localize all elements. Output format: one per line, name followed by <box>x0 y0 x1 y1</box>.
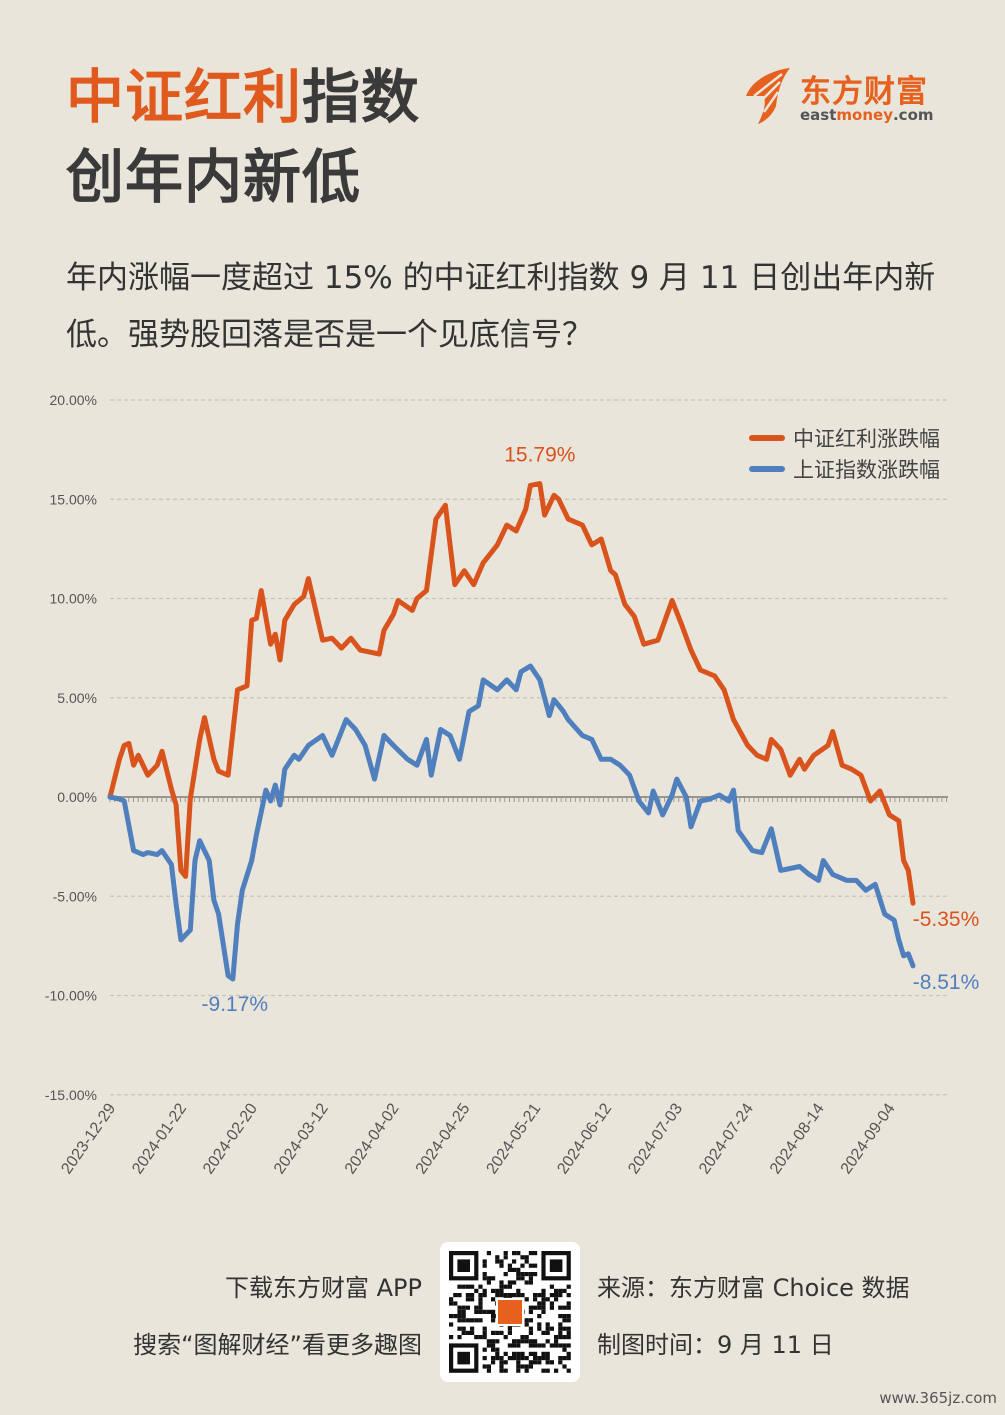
x-tick-label: 2024-07-03 <box>625 1100 686 1177</box>
y-tick-label: 0.00% <box>57 789 97 805</box>
x-tick-label: 2024-01-22 <box>129 1100 190 1177</box>
x-tick-label: 2024-06-12 <box>554 1100 615 1177</box>
title-highlight: 中证红利 <box>66 63 303 131</box>
x-tick-label: 2024-04-02 <box>342 1100 403 1177</box>
x-tick-label: 2024-02-20 <box>200 1100 261 1177</box>
y-tick-label: -5.00% <box>53 888 97 904</box>
legend-label-0: 中证红利涨跌幅 <box>793 427 940 451</box>
y-tick-label: 20.00% <box>50 392 97 408</box>
feather-logo-icon <box>746 68 790 124</box>
data-source: 来源：东方财富 Choice 数据 <box>597 1274 910 1302</box>
y-tick-label: -10.00% <box>45 988 97 1004</box>
logo-text-en: eastmoney.com <box>800 106 934 124</box>
x-tick-label: 2024-04-25 <box>413 1100 474 1177</box>
qr-code-icon <box>449 1251 571 1373</box>
data-label: -5.35% <box>913 908 980 931</box>
x-tick-label: 2024-07-24 <box>696 1100 757 1177</box>
x-tick-label: 2024-08-14 <box>767 1100 828 1177</box>
watermark: www.365jz.com <box>879 1389 997 1407</box>
x-tick-label: 2024-03-12 <box>271 1100 332 1177</box>
page-title-line2: 创年内新低 <box>66 143 362 211</box>
x-tick-label: 2023-12-29 <box>58 1100 119 1177</box>
y-tick-label: 5.00% <box>57 690 97 706</box>
series-line-1 <box>107 663 916 982</box>
data-label: -9.17% <box>202 993 269 1016</box>
y-tick-label: 10.00% <box>50 591 97 607</box>
x-tick-label: 2024-05-21 <box>484 1100 545 1177</box>
eastmoney-logo: 东方财富 eastmoney.com <box>742 66 952 126</box>
y-tick-label: -15.00% <box>45 1087 97 1103</box>
data-label: 15.79% <box>504 444 575 467</box>
data-label: -8.51% <box>913 971 980 994</box>
legend-label-1: 上证指数涨跌幅 <box>793 458 940 482</box>
chart-date: 制图时间：9 月 11 日 <box>597 1331 834 1359</box>
title-rest: 指数 <box>302 63 421 131</box>
qr-code[interactable] <box>440 1242 580 1382</box>
y-tick-label: 15.00% <box>50 491 97 507</box>
x-tick-label: 2024-09-04 <box>838 1100 899 1177</box>
search-hint-text: 搜索“图解财经”看更多趣图 <box>133 1331 422 1359</box>
logo-text-cn: 东方财富 <box>800 74 928 110</box>
series-line-0 <box>107 481 916 906</box>
subtitle: 年内涨幅一度超过 15% 的中证红利指数 9 月 11 日创出年内新低。强势股回… <box>66 260 936 353</box>
download-app-text: 下载东方财富 APP <box>225 1274 422 1302</box>
page-title: 中证红利指数 <box>66 62 420 132</box>
